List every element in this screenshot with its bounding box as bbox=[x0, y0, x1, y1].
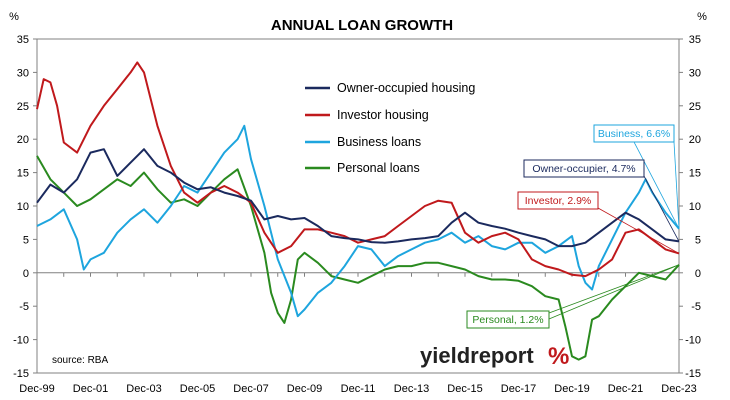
y-tick-label-right: 15 bbox=[689, 168, 701, 180]
x-axis: Dec-99 Dec-01 Dec-03 Dec-05 Dec-07 Dec-09 Dec-… bbox=[19, 272, 697, 395]
x-tick-label: Dec-13 bbox=[394, 383, 429, 395]
x-tick-label: Dec-21 bbox=[608, 383, 643, 395]
y-tick-label-left: 35 bbox=[17, 34, 29, 46]
legend-label-owner-occupied: Owner-occupied housing bbox=[337, 81, 475, 95]
legend-label-investor: Investor housing bbox=[337, 108, 429, 122]
y-tick-label-right: 5 bbox=[695, 234, 701, 246]
y-tick-label-right: 30 bbox=[689, 67, 701, 79]
x-tick-label: Dec-19 bbox=[554, 383, 589, 395]
x-tick-label: Dec-07 bbox=[233, 383, 268, 395]
callout-leader-personal bbox=[548, 264, 680, 320]
legend-label-business: Business loans bbox=[337, 135, 421, 149]
right-y-axis: -15 -10 -5 0 5 10 15 20 25 30 35 bbox=[679, 34, 701, 380]
callout-label-personal: Personal, 1.2% bbox=[472, 314, 543, 326]
callout-leader-owner-occupier bbox=[643, 175, 680, 242]
series-layer bbox=[36, 61, 680, 361]
x-tick-label: Dec-15 bbox=[447, 383, 482, 395]
y-tick-label-left: 20 bbox=[17, 134, 29, 146]
callout-box-personal bbox=[466, 310, 550, 329]
legend-label-personal: Personal loans bbox=[337, 161, 420, 175]
x-tick-label: Dec-05 bbox=[180, 383, 215, 395]
callout-leader-investor bbox=[597, 207, 680, 254]
y-tick-label-right: 10 bbox=[689, 201, 701, 213]
y-tick-label-left: 30 bbox=[17, 67, 29, 79]
callout-box-owner-occupier bbox=[523, 159, 645, 178]
left-axis-unit: % bbox=[9, 11, 19, 23]
y-tick-label-right: -15 bbox=[685, 368, 701, 380]
series-line-owner-occupied bbox=[36, 148, 680, 248]
source-note: source: RBA bbox=[52, 355, 108, 366]
callout-label-investor: Investor, 2.9% bbox=[525, 195, 592, 207]
logo-wordmark: yieldreport bbox=[420, 343, 534, 368]
y-tick-label-left: 10 bbox=[17, 201, 29, 213]
callout-box-investor bbox=[517, 191, 599, 210]
callout-leader-personal bbox=[548, 264, 680, 314]
x-tick-label: Dec-01 bbox=[73, 383, 108, 395]
series-line-investor bbox=[36, 61, 680, 278]
y-tick-label-left: 15 bbox=[17, 168, 29, 180]
y-tick-label-right: 0 bbox=[695, 268, 701, 280]
y-tick-label-left: -15 bbox=[13, 368, 29, 380]
y-tick-label-left: -10 bbox=[13, 335, 29, 347]
yieldreport-logo: yieldreport % bbox=[420, 343, 569, 370]
x-tick-label: Dec-17 bbox=[501, 383, 536, 395]
series-line-business bbox=[36, 124, 680, 318]
percent-logo-icon: % bbox=[548, 343, 569, 370]
chart-title: ANNUAL LOAN GROWTH bbox=[271, 17, 453, 34]
x-tick-label: Dec-23 bbox=[661, 383, 696, 395]
callout-owner-occupier: Owner-occupier, 4.7% bbox=[523, 159, 645, 178]
series-line-personal bbox=[36, 155, 680, 361]
callout-leaders bbox=[548, 141, 680, 320]
y-tick-label-right: -5 bbox=[691, 301, 701, 313]
y-tick-label-right: 25 bbox=[689, 101, 701, 113]
x-tick-label: Dec-03 bbox=[126, 383, 161, 395]
x-tick-label: Dec-99 bbox=[19, 383, 54, 395]
y-tick-label-left: 0 bbox=[23, 268, 29, 280]
x-tick-label: Dec-11 bbox=[341, 383, 376, 395]
x-tick-label: Dec-09 bbox=[287, 383, 322, 395]
callout-business: Business, 6.6% bbox=[593, 124, 675, 143]
right-axis-unit: % bbox=[697, 11, 707, 23]
callout-box-business bbox=[593, 124, 675, 143]
left-y-axis: -15 -10 -5 0 5 10 15 20 25 30 35 bbox=[13, 34, 37, 380]
y-tick-label-left: 5 bbox=[23, 234, 29, 246]
callout-investor: Investor, 2.9% bbox=[517, 191, 599, 210]
callout-leader-business bbox=[633, 141, 680, 229]
y-tick-label-right: -10 bbox=[685, 335, 701, 347]
callout-leader-business bbox=[673, 141, 680, 229]
y-tick-label-right: 20 bbox=[689, 134, 701, 146]
legend: Owner-occupied housing Investor housing … bbox=[305, 81, 475, 175]
y-tick-label-left: 25 bbox=[17, 101, 29, 113]
callout-personal: Personal, 1.2% bbox=[466, 310, 550, 329]
y-tick-label-right: 35 bbox=[689, 34, 701, 46]
callout-label-business: Business, 6.6% bbox=[598, 128, 670, 140]
y-tick-label-left: -5 bbox=[19, 301, 29, 313]
callout-label-owner-occupier: Owner-occupier, 4.7% bbox=[532, 163, 635, 175]
